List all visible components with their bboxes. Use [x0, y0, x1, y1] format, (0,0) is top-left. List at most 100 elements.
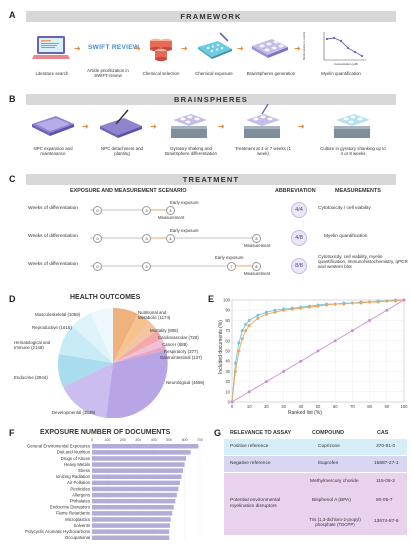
data-point	[307, 305, 311, 309]
x-tick-label: 100	[401, 404, 409, 409]
pie-label: Neurological (4659)	[166, 380, 205, 385]
ranking-line-chart: 0 10 20 30 40 50 60 70 80 90 100 0 10 20 30 40 50 60 70 80 9…	[223, 298, 409, 410]
category-label: Pesticides	[70, 486, 90, 491]
compound-cell: Methylmercury choride	[310, 479, 359, 484]
category-label: Microplastics	[65, 517, 90, 522]
bar	[92, 517, 171, 522]
y-tick-label: 30	[225, 369, 230, 374]
bar	[92, 468, 184, 473]
x-tick-label: 100	[104, 438, 110, 442]
x-tick-label: 500	[166, 438, 172, 442]
x-tick-label: 10	[247, 404, 252, 409]
panel-a-letter: A	[9, 10, 16, 20]
panel-b-title: BRAINSPHERES	[26, 94, 396, 105]
early-exposure-label: Early exposure	[170, 228, 199, 233]
cas-cell: 115-09-3	[376, 479, 395, 484]
timepoint: 4	[166, 234, 175, 243]
early-exposure-label: Early exposure	[215, 255, 244, 260]
category-label: Allergens	[72, 492, 90, 497]
x-tick-label: 700	[197, 438, 203, 442]
timepoint: 4	[166, 206, 175, 215]
data-point	[342, 302, 346, 306]
abbreviation-badge: 4/4	[291, 202, 307, 218]
x-tick-label: 200	[120, 438, 126, 442]
brainsphere-plate-icon	[252, 39, 288, 58]
panel-g-letter: G	[214, 428, 222, 438]
data-point	[299, 359, 303, 363]
data-point	[264, 312, 268, 316]
pie-label: Mortality (808)	[150, 328, 179, 333]
measurement-label: Measurement	[244, 271, 271, 276]
scenario-row: Weeks of differentiation 0 3 7 8 Early e…	[0, 250, 412, 278]
step-label: Culture in gyratory shanking up to 4 or …	[320, 146, 386, 157]
y-tick-label: 50	[225, 349, 230, 354]
measurement-label: Measurement	[158, 215, 185, 220]
health-outcomes-pie	[58, 308, 168, 418]
data-point	[247, 390, 251, 394]
panel-b-letter: B	[9, 94, 16, 104]
step-label: Article prioritization in SWIFT-review	[87, 68, 129, 79]
y-tick-label: 90	[225, 308, 230, 313]
data-point	[350, 329, 354, 333]
timepoint: 8	[252, 262, 261, 271]
table-group: Potential environmental myelination disr…	[224, 473, 407, 535]
data-point	[282, 308, 286, 312]
data-point	[247, 318, 251, 322]
data-point	[237, 341, 241, 345]
category-label: Solvents	[74, 523, 90, 528]
panel-g: G RELEVANCE TO ASSAY COMPOUND CAS Positi…	[214, 422, 412, 550]
data-point	[264, 380, 268, 384]
header-relevance: RELEVANCE TO ASSAY	[230, 430, 292, 436]
header-compound: COMPOUND	[312, 430, 345, 436]
data-point	[299, 306, 303, 310]
well-plate-pipette-icon	[198, 32, 232, 59]
data-point	[393, 299, 397, 303]
panel-f: F EXPOSURE NUMBER OF DOCUMENTS 0 100 200 30…	[0, 422, 208, 550]
panel-a-title: FRAMEWORK	[26, 11, 396, 22]
compound-cell: Ibuprofen	[318, 461, 339, 466]
timeline-line	[90, 265, 260, 267]
compound-cell: Cuprizone	[318, 444, 340, 449]
panel-c-title: TREATMENT	[26, 174, 396, 185]
step-label: Treatment at 3 or 7 weeks (1 week)	[235, 146, 291, 157]
x-tick-label: 40	[298, 404, 303, 409]
x-tick-label: 300	[135, 438, 141, 442]
gyratory-shaker-icon	[171, 114, 207, 138]
bar	[92, 505, 174, 510]
y-tick-label: 40	[225, 359, 230, 364]
table-row: Negative reference Ibuprofen 15687-27-1	[224, 456, 407, 472]
scenario-row: Weeks of differentiation 0 3 4 8 Early e…	[0, 224, 412, 248]
panel-c-letter: C	[9, 174, 16, 184]
myelin-mini-chart	[323, 32, 366, 61]
cell-flask-icon	[32, 116, 74, 136]
data-point	[368, 300, 372, 304]
data-point	[333, 302, 337, 306]
data-point	[256, 313, 260, 317]
y-tick-label: 100	[223, 298, 231, 303]
x-tick-label: 400	[151, 438, 157, 442]
relevance-cell: Negative reference	[230, 461, 271, 466]
bar	[92, 474, 182, 479]
timepoint: 7	[227, 262, 236, 271]
timepoint: 0	[93, 262, 102, 271]
timepoint: 3	[142, 262, 151, 271]
data-point	[359, 301, 363, 305]
cas-cell: 15687-27-1	[374, 461, 399, 466]
swift-review-logo: SWIFT REVIEW	[88, 44, 140, 51]
cas-cell: 80-05-7	[376, 498, 393, 503]
data-point	[233, 369, 237, 373]
category-label: Heavy Metals	[64, 462, 90, 467]
data-point	[350, 301, 354, 305]
header-abbreviation: ABBREVIATION	[275, 188, 316, 194]
compound-cell: Bisphenol A (BPA)	[312, 498, 351, 503]
y-tick-label: 10	[225, 389, 230, 394]
data-point	[233, 361, 237, 365]
chart-xlabel: Ranked list (%)	[288, 410, 322, 416]
x-tick-label: 50	[316, 404, 321, 409]
step-label: Gyratory shaking and BrainSphere differe…	[165, 146, 217, 157]
step-label: BrainSpheres generation	[246, 71, 296, 76]
data-point	[273, 310, 277, 314]
panel-d-title: HEALTH OUTCOMES	[70, 294, 141, 301]
timepoint: 0	[93, 234, 102, 243]
timepoint: 3	[142, 234, 151, 243]
